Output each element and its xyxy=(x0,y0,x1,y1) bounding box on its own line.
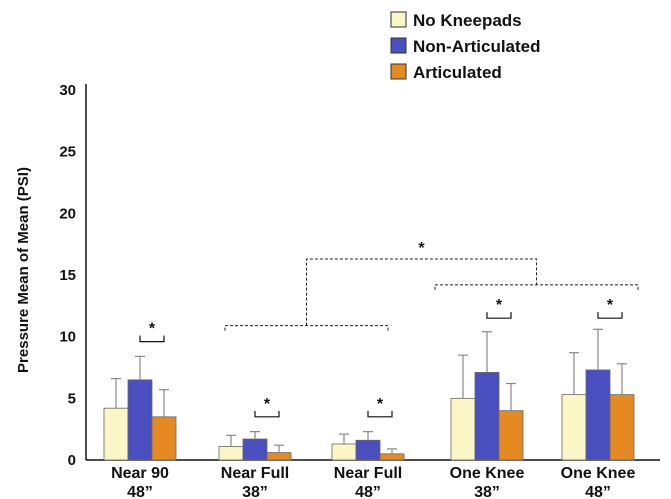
x-axis: Near 90 48” Near Full 38” Near Full 48” One Kn… xyxy=(86,459,660,499)
bar xyxy=(266,452,292,461)
y-tick-label: 30 xyxy=(59,82,76,99)
bar xyxy=(242,438,268,461)
bar xyxy=(498,410,524,461)
significance-star: * xyxy=(377,396,384,413)
legend-swatch xyxy=(390,11,407,28)
x-tick-label: 48” xyxy=(355,484,381,499)
bar xyxy=(379,453,405,461)
bar-series xyxy=(103,328,635,461)
group-bracket-left xyxy=(224,325,389,331)
bar xyxy=(609,394,635,461)
y-tick-label: 25 xyxy=(59,144,76,161)
x-tick-label: 48” xyxy=(585,484,611,499)
y-axis-label: Pressure Mean of Mean (PSI) xyxy=(15,167,32,373)
significance-star: * xyxy=(607,297,614,314)
bar xyxy=(585,369,611,461)
y-axis: 0 5 10 15 20 25 30 xyxy=(59,82,87,469)
x-tick-label: Near Full xyxy=(221,465,289,482)
x-tick-label: Near Full xyxy=(334,465,402,482)
legend-label: Articulated xyxy=(413,63,502,82)
x-tick-label: 38” xyxy=(474,484,500,499)
legend-swatch xyxy=(390,37,407,54)
x-tick-label: 38” xyxy=(242,484,268,499)
group-bracket-right xyxy=(434,284,639,290)
significance-star: * xyxy=(149,321,156,338)
x-tick-label: One Knee xyxy=(561,465,636,482)
bar xyxy=(450,397,476,461)
bar xyxy=(355,439,381,461)
significance-markers: * * * * * * xyxy=(139,240,639,418)
y-tick-label: 5 xyxy=(68,390,76,407)
group-bracket-connector xyxy=(306,258,537,326)
significance-bracket xyxy=(254,410,280,418)
bar xyxy=(474,372,500,461)
significance-bracket xyxy=(139,335,165,343)
bar xyxy=(218,446,244,461)
significance-bracket xyxy=(367,410,393,418)
bar xyxy=(151,416,177,461)
bar xyxy=(561,394,587,461)
y-tick-label: 10 xyxy=(59,329,76,346)
significance-star: * xyxy=(418,240,425,257)
significance-star: * xyxy=(264,396,271,413)
significance-bracket xyxy=(597,312,623,319)
bar xyxy=(127,379,153,461)
significance-bracket xyxy=(486,312,512,319)
bar xyxy=(331,443,357,461)
legend-swatch xyxy=(390,63,407,80)
y-tick-label: 15 xyxy=(59,267,76,284)
legend-label: Non-Articulated xyxy=(413,37,541,56)
y-tick-label: 20 xyxy=(59,205,76,222)
y-tick-label: 0 xyxy=(68,452,76,469)
bar xyxy=(103,407,129,461)
legend-label: No Kneepads xyxy=(413,11,522,30)
x-tick-label: Near 90 xyxy=(111,465,169,482)
legend: No Kneepads Non-Articulated Articulated xyxy=(390,11,541,82)
x-tick-label: 48” xyxy=(127,484,153,499)
x-tick-label: One Knee xyxy=(450,465,525,482)
significance-star: * xyxy=(496,297,503,314)
